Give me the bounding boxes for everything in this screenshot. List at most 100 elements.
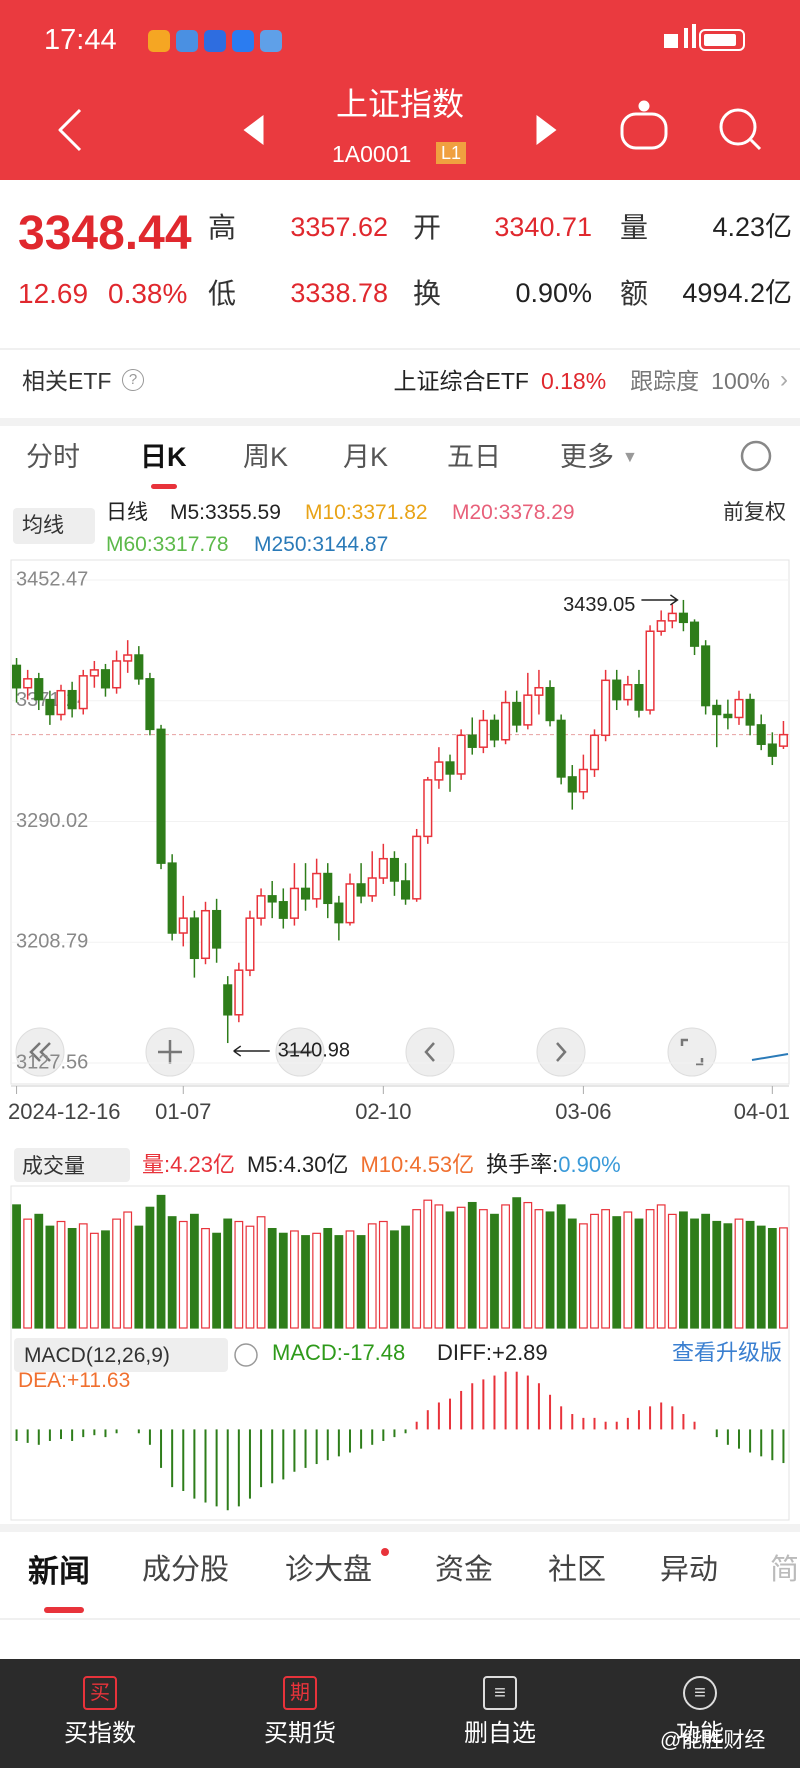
nav-icon[interactable]: 买	[83, 1676, 117, 1710]
period-tab[interactable]: 分时	[26, 442, 80, 472]
macd-selector-label: MACD(12,26,9)	[24, 1344, 170, 1367]
tracking-label: 跟踪度	[630, 368, 700, 394]
volume-bar	[578, 1223, 588, 1329]
field-value: 3340.71	[494, 212, 592, 242]
volume-bar	[301, 1235, 310, 1329]
candle-body	[334, 902, 344, 924]
news-tab[interactable]: 资金	[435, 1554, 494, 1586]
news-tab[interactable]: 新闻	[28, 1554, 90, 1589]
candle-body	[656, 620, 666, 632]
volume-bar	[612, 1216, 622, 1329]
field-value: 3357.62	[290, 212, 388, 242]
volume-bar	[45, 1225, 55, 1329]
period-tab[interactable]: 更多	[560, 442, 614, 472]
news-tab[interactable]: 简	[770, 1554, 800, 1586]
volume-bar	[667, 1213, 677, 1329]
dropdown-caret[interactable]: ▼	[622, 449, 638, 466]
volume-legend-item: 量:4.23亿	[142, 1152, 235, 1177]
period-tab[interactable]: 日K	[140, 442, 187, 472]
candle-body	[467, 734, 477, 748]
kline-frame	[10, 559, 790, 1085]
adjust[interactable]: 前复权	[723, 501, 786, 524]
candle-body	[767, 743, 777, 757]
candle-body	[712, 704, 722, 716]
candle-body	[245, 917, 255, 971]
volume-bar	[401, 1225, 410, 1329]
nav-label[interactable]: 删自选	[464, 1720, 536, 1747]
tracking: 100%	[711, 368, 770, 394]
volume-bar	[267, 1227, 277, 1329]
volume-bar	[423, 1199, 433, 1329]
news-tab[interactable]: 诊大盘	[285, 1554, 373, 1586]
turnover-value: 0.90%	[558, 1152, 621, 1177]
x-tick-label: 04-01	[734, 1099, 790, 1124]
field-label: 额	[620, 278, 649, 309]
field-label: 量	[620, 212, 649, 243]
volume-bar	[345, 1230, 355, 1329]
period-tab[interactable]: 月K	[343, 442, 389, 472]
nav-icon[interactable]: 期	[283, 1676, 317, 1710]
candle-body	[589, 734, 600, 771]
volume-bar	[145, 1206, 155, 1329]
period-tab[interactable]: 五日	[447, 442, 501, 472]
y-tick-label: 3127.56	[16, 1051, 88, 1073]
macd-selector[interactable]	[14, 1338, 228, 1372]
candle-body	[645, 630, 655, 711]
volume-bar	[56, 1220, 66, 1329]
volume-bar	[712, 1220, 722, 1329]
volume-bar	[434, 1204, 444, 1329]
candle-body	[189, 917, 199, 960]
nav-label[interactable]: 买指数	[64, 1720, 136, 1747]
news-tab[interactable]: 社区	[548, 1554, 607, 1586]
volume-bar	[490, 1213, 499, 1329]
volume-bar	[523, 1201, 533, 1329]
ma-selector-label: 均线	[22, 514, 64, 537]
volume-bar	[156, 1194, 166, 1329]
news-tab[interactable]: 成分股	[142, 1554, 230, 1586]
candle-body	[545, 686, 555, 722]
volume-bar	[78, 1223, 88, 1329]
nav-icon[interactable]: ≡	[683, 1676, 717, 1710]
nav-label[interactable]: 买期货	[264, 1720, 336, 1747]
zoom-controls[interactable]	[15, 1027, 717, 1077]
period-tab[interactable]: 周K	[243, 442, 289, 472]
ma-selector[interactable]	[13, 508, 95, 544]
news-tab[interactable]: 异动	[660, 1554, 719, 1586]
volume-bar	[245, 1225, 255, 1329]
candle-body	[212, 909, 222, 949]
price: 3348.44	[18, 207, 192, 260]
help-icon[interactable]	[234, 1343, 258, 1367]
max-label: 3439.05	[563, 594, 635, 616]
candle-body	[300, 887, 311, 900]
volume-bar	[23, 1218, 33, 1329]
volume-bar	[89, 1232, 99, 1329]
title: 上证指数	[335, 86, 464, 122]
volume-bar	[189, 1213, 199, 1329]
candle-body	[678, 612, 688, 624]
candle-body	[178, 917, 188, 934]
etf-info[interactable]: 上证综合ETF 0.18% 跟踪度 100%	[394, 370, 771, 393]
candle-body	[423, 779, 433, 838]
upgrade-link[interactable]: 查看升级版	[671, 1340, 782, 1365]
nav-icon[interactable]: ≡	[483, 1676, 517, 1710]
volume-bar	[679, 1211, 688, 1329]
help-icon[interactable]: ?	[122, 369, 144, 391]
header-bar	[0, 0, 800, 180]
candle-body	[412, 835, 422, 900]
nav-label[interactable]: 功能	[676, 1720, 724, 1747]
volume-bar	[734, 1218, 744, 1329]
x-tick-label: 03-06	[555, 1099, 611, 1124]
volume-bar	[278, 1232, 288, 1329]
candle-body	[489, 719, 500, 741]
candle-body	[556, 719, 566, 778]
settings-icon[interactable]	[740, 440, 772, 472]
candle-body	[134, 654, 144, 680]
volume-selector[interactable]	[14, 1148, 130, 1182]
field-label: 开	[413, 212, 442, 243]
candle-body	[67, 689, 77, 710]
header-icons[interactable]	[58, 100, 762, 152]
candle-body	[345, 883, 355, 924]
min-arrow	[233, 1045, 270, 1057]
